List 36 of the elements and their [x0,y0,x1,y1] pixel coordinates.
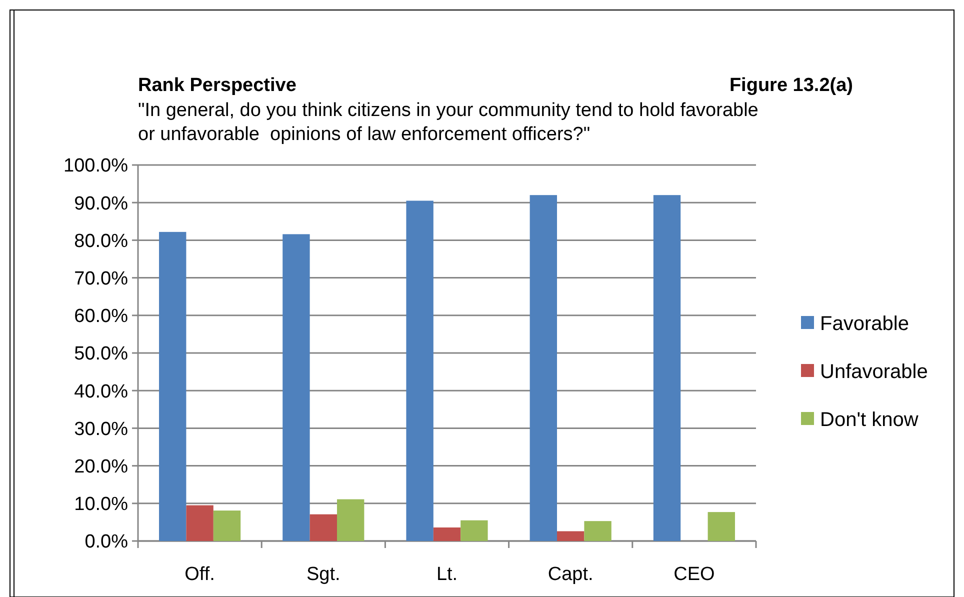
y-tick-label: 20.0% [74,456,128,478]
bar [653,195,681,541]
bar [186,505,214,541]
y-tick-label: 60.0% [74,306,128,328]
y-tick-label: 10.0% [74,494,128,516]
bar [584,521,612,541]
bar [310,514,337,541]
y-tick-label: 90.0% [74,193,128,214]
bar [433,527,461,541]
bar [460,520,488,541]
x-tick-label: Off. [184,564,215,585]
legend-label: Don't know [820,409,919,431]
y-tick-label: 0.0% [84,532,128,553]
x-tick-label: CEO [674,564,715,585]
legend-label: Favorable [820,313,909,335]
y-tick-label: 30.0% [74,418,128,440]
y-tick-label: 40.0% [74,381,128,402]
chart-title: Rank Perspective [138,75,296,96]
x-tick-label: Sgt. [306,564,340,585]
y-tick-label: 80.0% [74,230,128,252]
y-tick-label: 70.0% [74,268,128,290]
x-tick-label: Lt. [436,564,458,585]
bar [336,499,364,541]
y-tick-label: 50.0% [74,344,128,365]
bar [159,232,186,541]
bar [213,510,241,541]
x-tick-label: Capt. [548,564,594,585]
y-tick-label: 100.0% [64,156,128,177]
bar [282,234,310,541]
bar [708,512,735,541]
caption: Figure 13.2(a) [729,75,853,96]
bar [557,531,584,541]
bar [530,195,558,541]
legend-label: Unfavorable [820,361,928,383]
bar [406,200,434,541]
chart-subtitle: "In general, do you think citizens in your community tend to hold favorable or unfavorable opinions of law enforcement officers?" [138,100,758,145]
